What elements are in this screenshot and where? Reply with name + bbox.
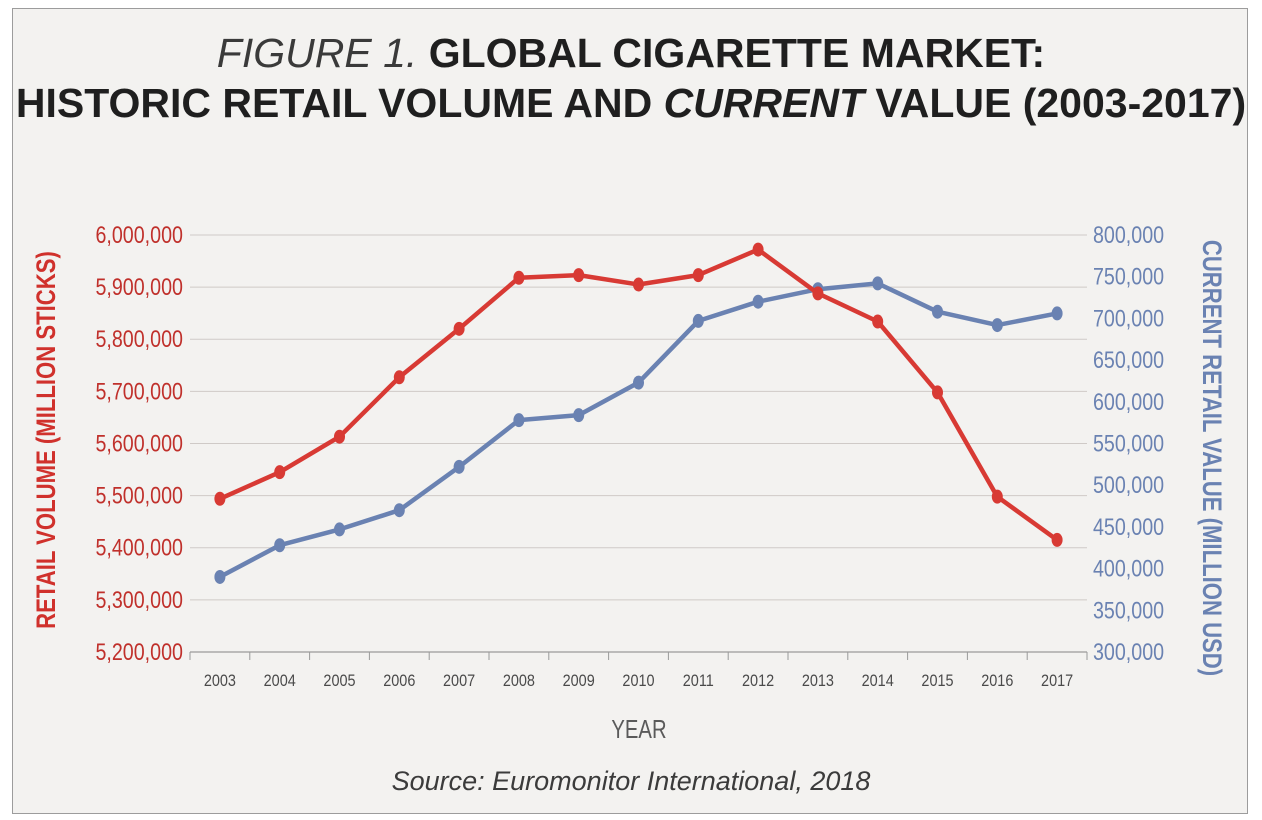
retail-volume-point [812, 286, 824, 301]
title-line2-text-b: VALUE (2003-2017) [875, 80, 1247, 126]
y-left-tick-label: 5,400,000 [95, 534, 183, 561]
y-left-tick-label: 5,600,000 [95, 430, 183, 457]
retail-volume-point [214, 491, 226, 506]
title-line2-italic: CURRENT [663, 80, 865, 126]
title-line1-text: GLOBAL CIGARETTE MARKET: [428, 30, 1046, 76]
x-tick-label: 2008 [503, 672, 535, 690]
y-right-tick-label: 500,000 [1093, 471, 1164, 498]
gridlines [189, 234, 1088, 660]
retail-value-point [872, 276, 884, 291]
retail-value-point [752, 294, 764, 309]
retail-volume-point [334, 429, 345, 444]
x-tick-label: 2009 [563, 672, 595, 690]
x-tick-label: 2010 [622, 672, 654, 690]
x-tick-label: 2012 [742, 672, 774, 690]
retail-value-point [453, 459, 465, 474]
retail-value-point [334, 522, 345, 537]
y-axis-left-label: RETAIL VOLUME (MILLION STICKS) [32, 251, 62, 629]
retail-value-point [1051, 306, 1063, 321]
retail-volume-point [633, 277, 644, 292]
retail-volume-point [453, 321, 465, 336]
y-left-tick-label: 5,700,000 [95, 378, 183, 405]
retail-volume-point [872, 314, 884, 329]
x-tick-label: 2004 [264, 672, 296, 690]
chart-title-line2: HISTORIC RETAIL VOLUME AND CURRENT VALUE… [0, 80, 1262, 127]
retail-volume-point [932, 385, 943, 400]
retail-value-point [633, 375, 644, 390]
chart-title-line1: FIGURE 1. GLOBAL CIGARETTE MARKET: [0, 30, 1262, 77]
y-right-tick-label: 750,000 [1093, 263, 1164, 290]
y-left-tick-label: 5,500,000 [95, 482, 183, 509]
x-tick-label: 2005 [323, 672, 355, 690]
retail-volume-point [274, 465, 286, 480]
y-right-tick-label: 450,000 [1093, 513, 1164, 540]
retail-value-point [991, 318, 1003, 333]
y-right-tick-label: 300,000 [1093, 638, 1164, 665]
y-left-tick-label: 5,200,000 [95, 638, 183, 665]
x-tick-label: 2015 [921, 672, 953, 690]
x-tick-label: 2016 [981, 672, 1013, 690]
x-axis: 2003 2004 2005 2006 2007 2008 2009 2010 2011 2012… [204, 672, 1073, 690]
y-right-tick-label: 650,000 [1093, 346, 1164, 373]
y-left-tick-label: 6,000,000 [95, 221, 183, 248]
x-tick-label: 2007 [443, 672, 475, 690]
figure-label: FIGURE 1. [216, 30, 418, 76]
x-tick-label: 2011 [683, 672, 714, 690]
y-right-tick-label: 800,000 [1093, 221, 1164, 248]
retail-volume-point [393, 370, 405, 385]
retail-value-point [573, 408, 585, 423]
chart-frame [12, 8, 1248, 814]
retail-volume-line [217, 247, 1060, 543]
retail-value-point [393, 503, 405, 518]
retail-value-point [513, 413, 525, 428]
y-axis-right: 300,000 350,000 400,000 450,000 500,000 550,0… [1093, 221, 1164, 665]
x-tick-label: 2014 [862, 672, 894, 690]
source-note: Source: Euromonitor International, 2018 [391, 766, 871, 796]
y-axis-right-label: CURRENT RETAIL VALUE (MILLION USD) [1196, 240, 1226, 676]
retail-volume-point [752, 242, 764, 257]
y-axis-left: 5,200,000 5,300,000 5,400,000 5,500,000 5,60… [95, 221, 183, 665]
retail-value-point [214, 569, 226, 584]
y-right-tick-label: 350,000 [1093, 596, 1164, 623]
retail-value-point [274, 538, 286, 553]
retail-volume-point [692, 268, 704, 283]
y-left-tick-label: 5,300,000 [95, 586, 183, 613]
x-tick-label: 2013 [802, 672, 834, 690]
retail-volume-point [991, 489, 1003, 504]
retail-value-point [932, 304, 943, 319]
title-line2-text-a: HISTORIC RETAIL VOLUME AND [15, 80, 653, 126]
y-right-tick-label: 700,000 [1093, 305, 1164, 332]
x-tick-label: 2006 [383, 672, 415, 690]
y-right-tick-label: 400,000 [1093, 555, 1164, 582]
x-tick-label: 2003 [204, 672, 236, 690]
y-right-tick-label: 600,000 [1093, 388, 1164, 415]
retail-volume-point [1051, 532, 1063, 547]
retail-value-point [692, 313, 704, 328]
x-axis-label: YEAR [611, 715, 666, 744]
x-tick-label: 2017 [1041, 672, 1073, 690]
y-left-tick-label: 5,900,000 [95, 273, 183, 300]
retail-volume-point [513, 270, 525, 285]
series-layer [214, 242, 1063, 584]
retail-volume-point [573, 268, 585, 283]
y-left-tick-label: 5,800,000 [95, 325, 183, 352]
y-right-tick-label: 550,000 [1093, 430, 1164, 457]
